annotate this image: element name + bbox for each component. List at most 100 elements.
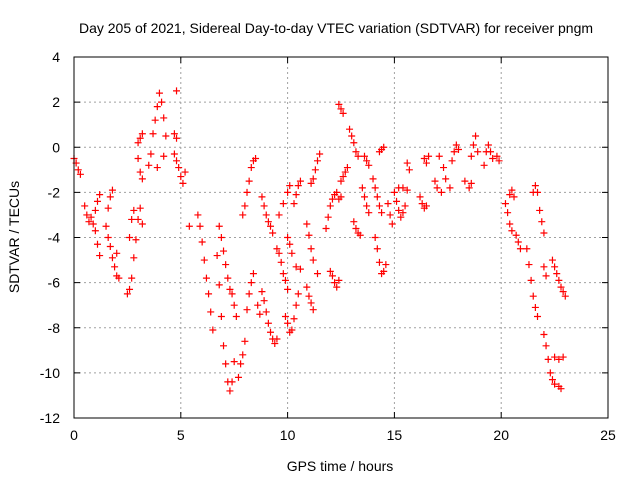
- data-point: [222, 360, 230, 368]
- data-point: [469, 141, 477, 149]
- data-point: [286, 240, 294, 248]
- y-tick-label: -4: [48, 230, 61, 246]
- data-point: [354, 152, 362, 160]
- data-point: [288, 326, 296, 334]
- data-point: [258, 193, 266, 201]
- data-point: [158, 98, 166, 106]
- data-point: [239, 351, 247, 359]
- data-point: [74, 166, 82, 174]
- data-point: [399, 209, 407, 217]
- data-point: [525, 261, 533, 269]
- data-point: [102, 222, 110, 230]
- data-point: [230, 301, 238, 309]
- data-point: [422, 159, 430, 167]
- data-point: [249, 270, 257, 278]
- data-point: [506, 191, 514, 199]
- data-point: [185, 222, 193, 230]
- data-point: [209, 326, 217, 334]
- data-point: [252, 155, 260, 163]
- data-point: [243, 188, 251, 196]
- data-point: [450, 148, 458, 156]
- data-point: [335, 276, 343, 284]
- data-point: [531, 182, 539, 190]
- data-point: [487, 148, 495, 156]
- data-point: [296, 265, 304, 273]
- data-point: [173, 157, 181, 165]
- data-point: [551, 263, 559, 271]
- data-point: [271, 340, 279, 348]
- data-point: [365, 161, 373, 169]
- data-point: [279, 270, 287, 278]
- data-point: [350, 218, 358, 226]
- data-point: [160, 114, 168, 122]
- data-point: [290, 200, 298, 208]
- data-point: [245, 290, 253, 298]
- data-point: [403, 159, 411, 167]
- data-point: [346, 125, 354, 133]
- data-point: [170, 150, 178, 158]
- data-point: [425, 152, 433, 160]
- data-point: [352, 224, 360, 232]
- data-point: [147, 150, 155, 158]
- data-point: [138, 175, 146, 183]
- data-point: [281, 276, 289, 284]
- data-point: [360, 193, 368, 201]
- data-point: [309, 256, 317, 264]
- data-point: [331, 279, 339, 287]
- data-point: [480, 161, 488, 169]
- data-point: [559, 288, 567, 296]
- data-point: [360, 152, 368, 160]
- data-point: [262, 211, 270, 219]
- x-tick-label: 25: [600, 427, 616, 443]
- data-point: [145, 161, 153, 169]
- data-point: [284, 188, 292, 196]
- data-point: [264, 218, 272, 226]
- data-point: [138, 130, 146, 138]
- data-point: [416, 193, 424, 201]
- data-point: [113, 249, 121, 257]
- data-point: [461, 177, 469, 185]
- data-point: [106, 193, 114, 201]
- data-point: [495, 157, 503, 165]
- data-point: [106, 243, 114, 251]
- data-point: [363, 157, 371, 165]
- data-point: [294, 290, 302, 298]
- data-point: [273, 245, 281, 253]
- data-point: [243, 306, 251, 314]
- data-point: [557, 385, 565, 393]
- data-point: [275, 211, 283, 219]
- data-point: [546, 369, 554, 377]
- data-point: [128, 274, 136, 282]
- data-point: [544, 355, 552, 363]
- data-point: [93, 197, 101, 205]
- data-point: [399, 184, 407, 192]
- data-point: [378, 209, 386, 217]
- data-point: [555, 276, 563, 284]
- data-point: [311, 166, 319, 174]
- data-point: [292, 301, 300, 309]
- data-point: [326, 267, 334, 275]
- data-point: [382, 261, 390, 269]
- data-point: [239, 211, 247, 219]
- data-point: [241, 337, 249, 345]
- data-point: [536, 206, 544, 214]
- x-axis-label: GPS time / hours: [287, 458, 394, 474]
- data-point: [548, 256, 556, 264]
- data-point: [452, 141, 460, 149]
- data-point: [217, 312, 225, 320]
- data-point: [309, 175, 317, 183]
- data-point: [175, 164, 183, 172]
- data-point: [136, 204, 144, 212]
- data-point: [96, 191, 104, 199]
- data-point: [224, 274, 232, 282]
- data-point: [540, 331, 548, 339]
- data-point: [134, 215, 142, 223]
- data-point: [245, 177, 253, 185]
- data-point: [207, 308, 215, 316]
- data-point: [341, 168, 349, 176]
- data-point: [529, 292, 537, 300]
- data-point: [474, 148, 482, 156]
- data-point: [531, 303, 539, 311]
- data-point: [155, 89, 163, 97]
- y-tick-label: -8: [48, 320, 61, 336]
